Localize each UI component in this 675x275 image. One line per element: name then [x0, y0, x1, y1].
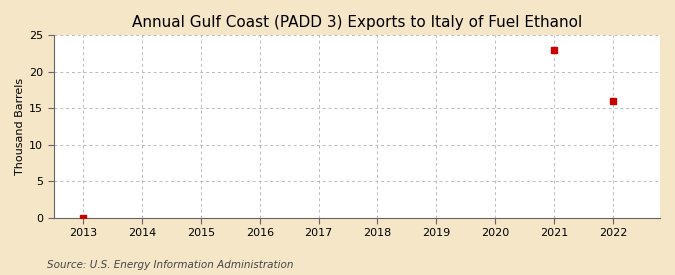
Text: Source: U.S. Energy Information Administration: Source: U.S. Energy Information Administ…: [47, 260, 294, 270]
Y-axis label: Thousand Barrels: Thousand Barrels: [15, 78, 25, 175]
Title: Annual Gulf Coast (PADD 3) Exports to Italy of Fuel Ethanol: Annual Gulf Coast (PADD 3) Exports to It…: [132, 15, 582, 30]
